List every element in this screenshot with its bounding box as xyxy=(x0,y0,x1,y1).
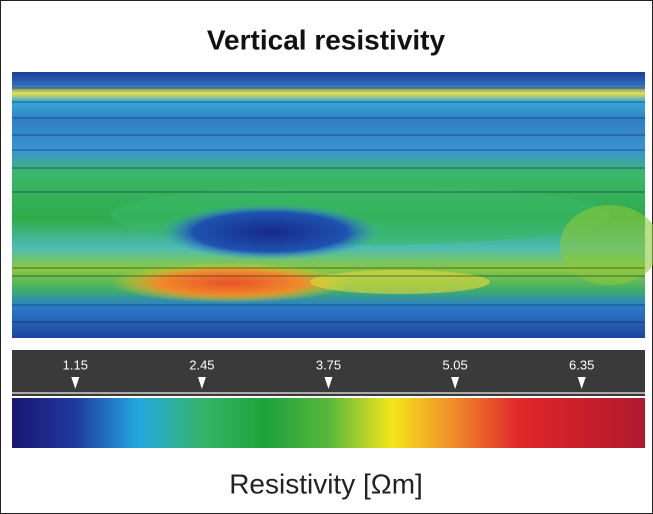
heatmap xyxy=(12,72,653,338)
tick-marker xyxy=(71,377,80,389)
tick-label: 1.15 xyxy=(63,357,88,372)
tick-marker xyxy=(577,377,586,389)
colorbar-label: Resistivity [Ωm] xyxy=(229,468,423,499)
tick-label: 6.35 xyxy=(569,357,594,372)
chart-title: Vertical resistivity xyxy=(207,24,446,55)
colorbar xyxy=(12,398,645,448)
tick-marker xyxy=(324,377,333,389)
tick-marker xyxy=(197,377,206,389)
tick-marker xyxy=(451,377,460,389)
tick-label: 3.75 xyxy=(316,357,341,372)
tick-label: 2.45 xyxy=(189,357,214,372)
tick-label: 5.05 xyxy=(442,357,467,372)
